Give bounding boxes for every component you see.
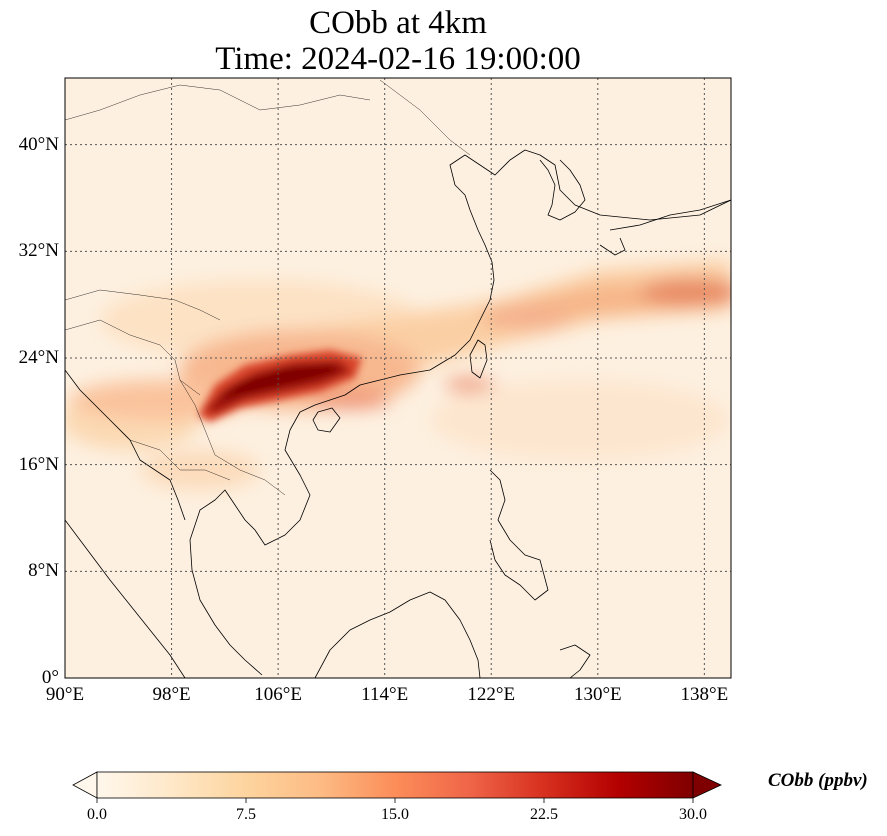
- colorbar-tick-label: 22.5: [530, 806, 558, 823]
- lon-tick-label: 114°E: [361, 684, 409, 705]
- gridlines: [65, 78, 731, 678]
- field-patch: [445, 378, 495, 392]
- lon-tick-label: 138°E: [680, 684, 729, 705]
- borders: [65, 79, 471, 496]
- colorbar-ticks: [96, 798, 694, 803]
- lon-tick-label: 106°E: [254, 684, 302, 705]
- map-title: CObb at 4km: [309, 5, 487, 41]
- colorbar-tick-label: 7.5: [236, 806, 256, 823]
- border-line: [65, 289, 221, 321]
- field-patch: [310, 392, 390, 408]
- coastline-japan: [599, 199, 731, 256]
- colorbar-tick-label: 0.0: [87, 806, 107, 823]
- colorbar: [96, 771, 694, 799]
- colorbar-extend-min: [72, 771, 98, 799]
- coastline-hainan: [312, 407, 341, 433]
- border-line: [379, 79, 471, 156]
- coastline-china: [299, 149, 731, 413]
- coastline-borneo: [314, 591, 481, 678]
- field-patch: [490, 306, 570, 330]
- lat-tick-label: 16°N: [18, 453, 59, 475]
- border-line: [129, 439, 231, 481]
- lat-tick-label: 0°: [41, 667, 59, 688]
- coastlines: [65, 149, 731, 678]
- lat-tick-label: 40°N: [18, 133, 59, 155]
- border-line: [65, 84, 371, 121]
- colorbar-tick-label: 15.0: [381, 806, 409, 823]
- map-panel: [65, 78, 731, 678]
- coastline-myanmar: [65, 369, 186, 521]
- colorbar-extend-max: [692, 771, 722, 799]
- map-timestamp: Time: 2024-02-16 19:00:00: [215, 41, 581, 77]
- colorbar-tick-label: 30.0: [679, 806, 707, 823]
- map-frame: [64, 77, 732, 679]
- colorbar-label: CObb (ppbv): [768, 770, 868, 791]
- plume-region: [215, 364, 340, 402]
- coastline-sumatra: [65, 519, 186, 678]
- cobb-plume-core: [198, 350, 362, 422]
- coastline-korea: [539, 159, 586, 221]
- field-patch: [640, 278, 731, 306]
- lon-tick-label: 122°E: [467, 684, 516, 705]
- coastline-philippines: [489, 469, 549, 601]
- lat-tick-label: 24°N: [18, 347, 59, 368]
- lon-tick-label: 90°E: [45, 684, 85, 705]
- lat-tick-label: 32°N: [18, 240, 59, 262]
- border-line: [179, 379, 286, 496]
- coastline-taiwan: [469, 339, 488, 379]
- coastline-sulawesi: [559, 644, 591, 678]
- field-patch: [430, 380, 730, 460]
- lon-tick-label: 130°E: [573, 684, 622, 705]
- lon-tick-label: 98°E: [152, 684, 191, 705]
- lat-tick-label: 8°N: [28, 560, 59, 582]
- coastline-indochina: [189, 411, 311, 676]
